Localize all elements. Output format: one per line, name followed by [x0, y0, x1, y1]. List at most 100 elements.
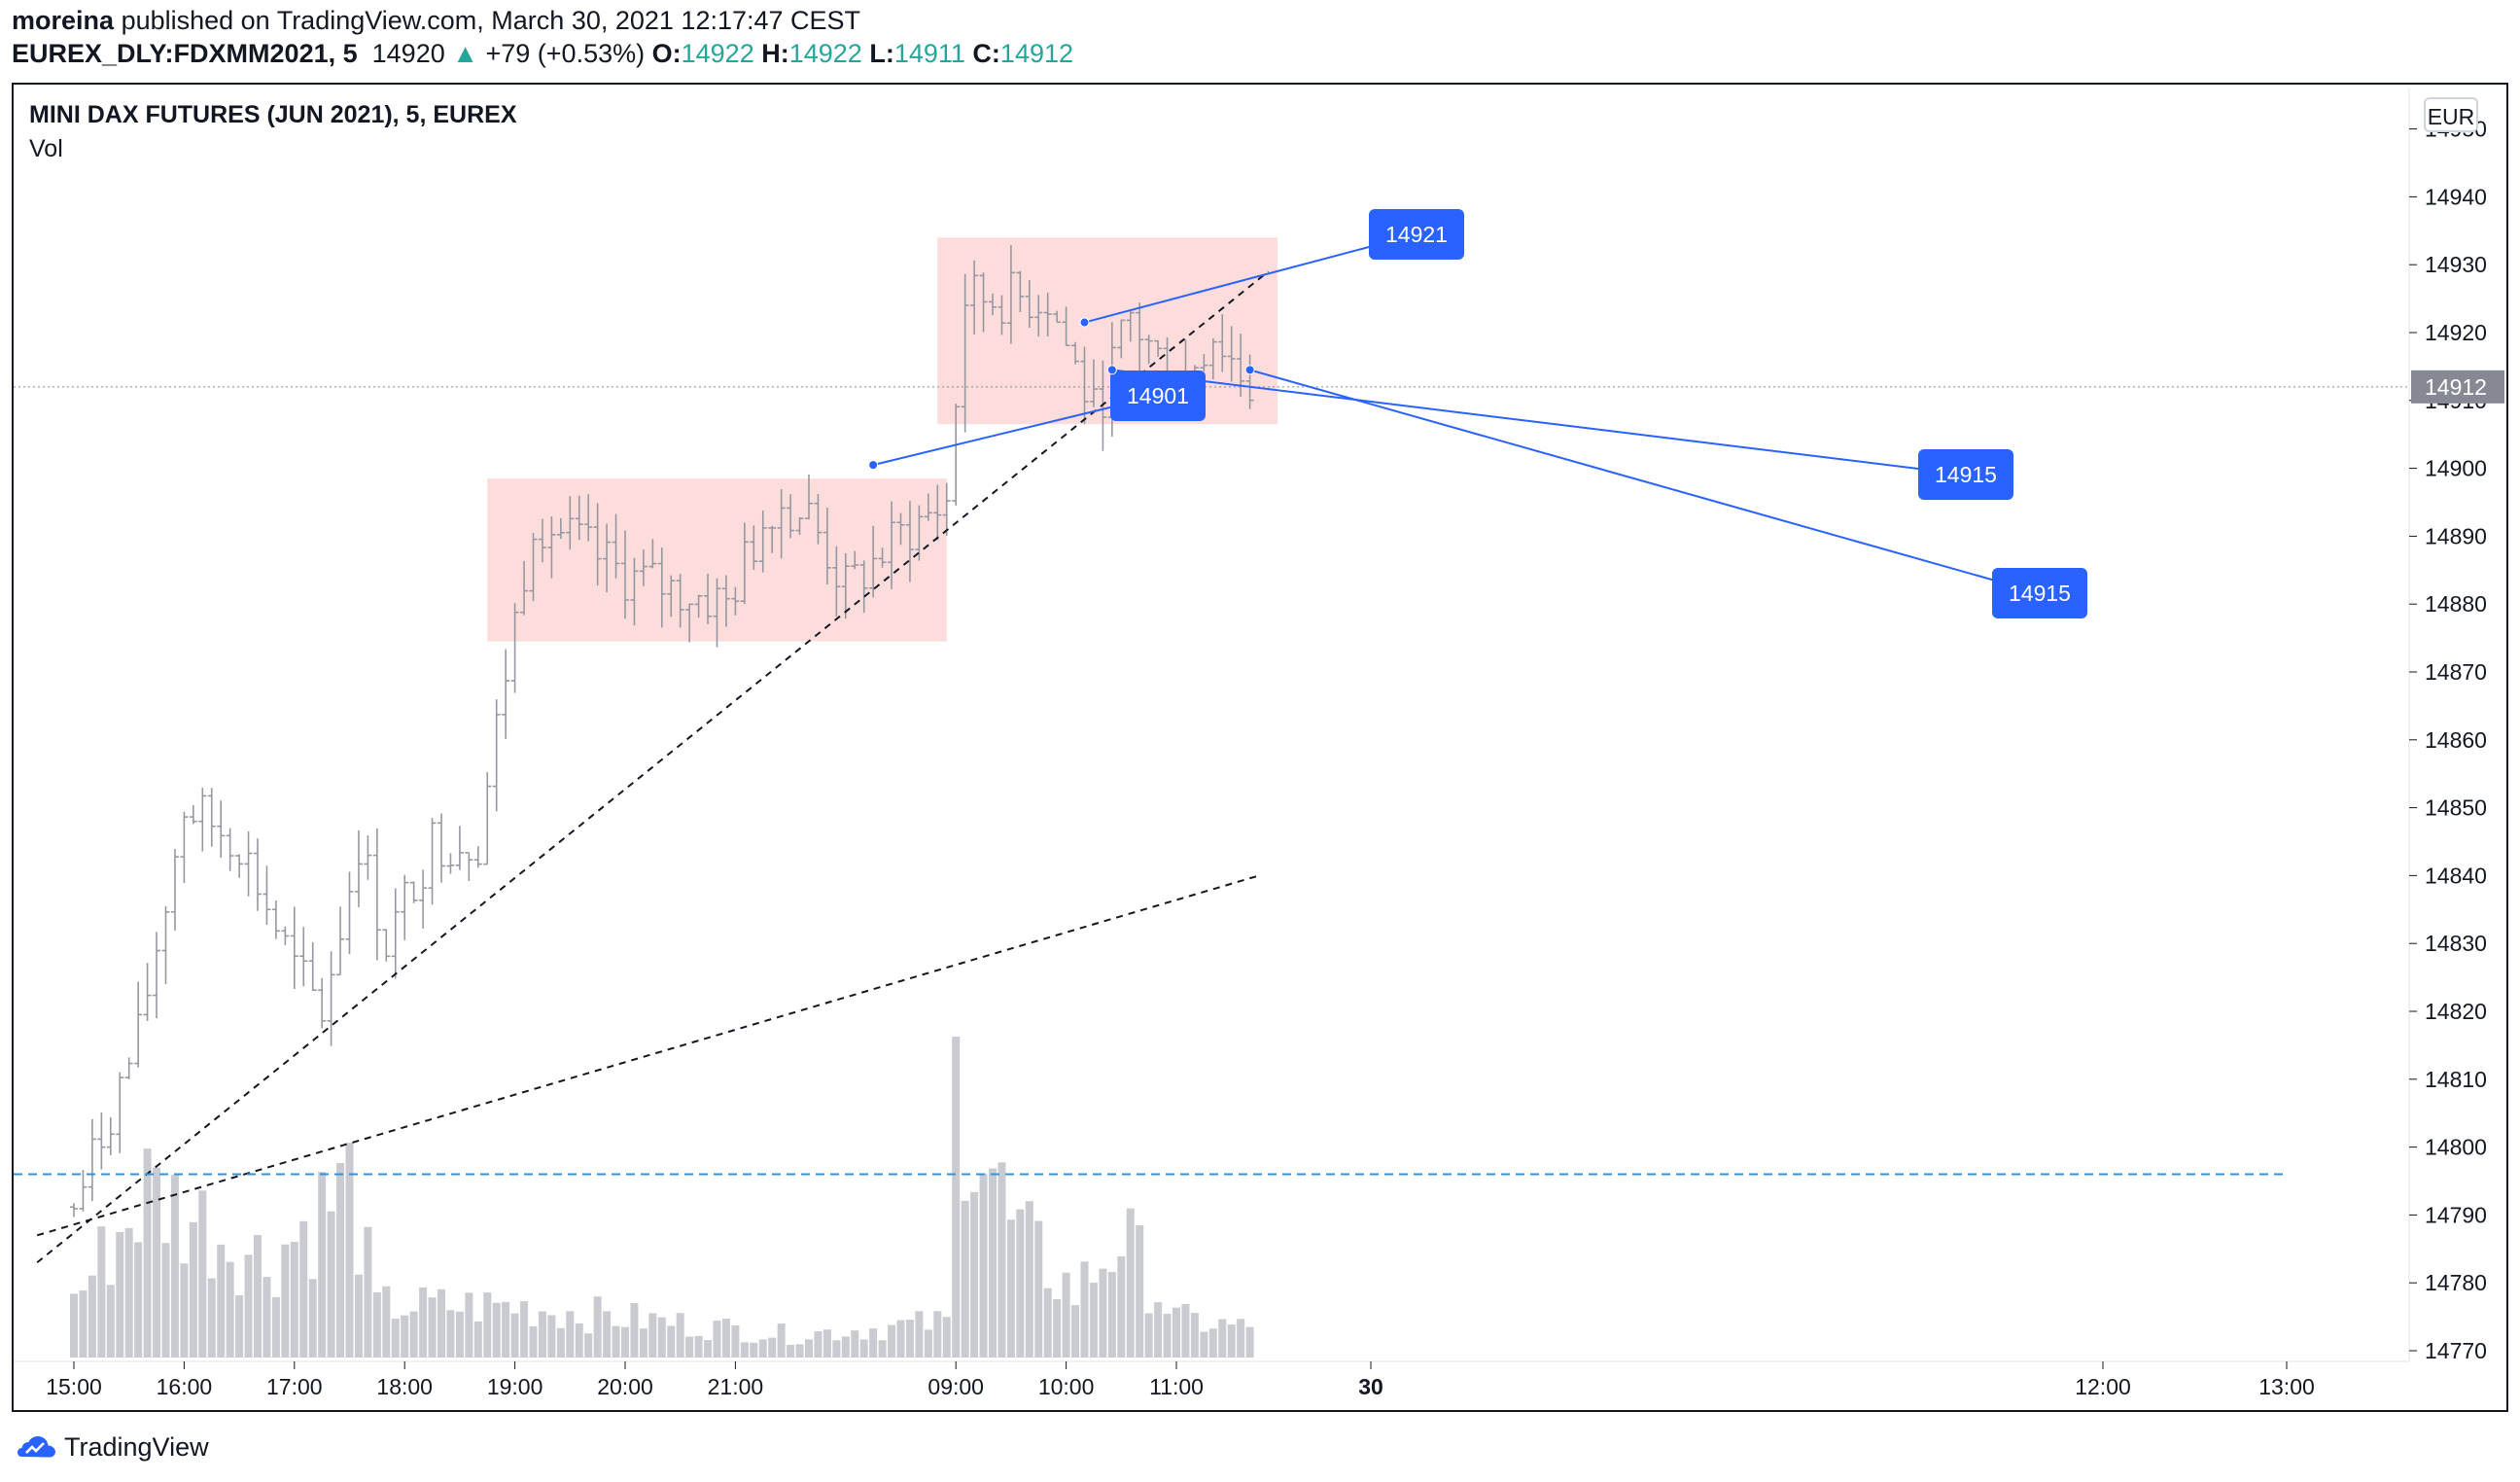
volume-bar — [952, 1037, 961, 1358]
volume-bar — [1227, 1324, 1236, 1358]
volume-bar — [657, 1317, 666, 1358]
price-tick-label: 14890 — [2425, 523, 2487, 548]
volume-bar — [989, 1168, 997, 1358]
volume-bar — [170, 1175, 179, 1358]
price-tick-label: 14860 — [2425, 727, 2487, 753]
volume-bar — [888, 1324, 896, 1358]
callout-anchor-point — [1079, 317, 1090, 328]
volume-bar — [1172, 1307, 1180, 1358]
volume-bar — [1107, 1272, 1116, 1358]
symbol-header: EUREX_DLY:FDXMM2021, 5 14920 ▲ +79 (+0.5… — [12, 39, 1073, 69]
volume-bar — [299, 1220, 308, 1358]
volume-bar — [124, 1227, 133, 1358]
price-tick-label: 14770 — [2425, 1338, 2487, 1363]
time-tick-label: 19:00 — [487, 1374, 543, 1399]
published-text: published on TradingView.com, March 30, … — [121, 6, 861, 35]
volume-bar — [777, 1323, 786, 1358]
price-tick-label: 14870 — [2425, 659, 2487, 685]
volume-bar — [538, 1311, 546, 1358]
volume-bar — [428, 1297, 437, 1358]
open-label: O: — [651, 39, 682, 68]
volume-bar — [787, 1345, 795, 1358]
volume-bar — [832, 1340, 841, 1358]
footer: TradingView — [18, 1429, 209, 1464]
volume-bar — [438, 1288, 445, 1358]
volume-bar — [721, 1319, 730, 1358]
price-tick-label: 14810 — [2425, 1067, 2487, 1092]
author-name: moreina — [12, 6, 115, 35]
volume-bar — [750, 1342, 758, 1358]
volume-bar — [556, 1327, 565, 1358]
current-price-tag — [2411, 370, 2504, 404]
volume-bar — [153, 1167, 161, 1358]
volume-bar — [740, 1342, 749, 1358]
volume-bar — [401, 1315, 409, 1358]
callout-label: 14915 — [1935, 462, 1997, 487]
volume-bar — [473, 1321, 482, 1358]
volume-bar — [621, 1326, 629, 1358]
volume-bar — [1053, 1298, 1062, 1358]
volume-bar — [235, 1295, 244, 1358]
close-label: C: — [972, 39, 1000, 68]
volume-bar — [1080, 1261, 1089, 1358]
volume-bar — [1136, 1224, 1144, 1358]
volume-bar — [290, 1242, 298, 1358]
change-value: +79 (+0.53%) — [485, 39, 646, 68]
volume-bar — [630, 1302, 639, 1358]
volume-bar — [1181, 1303, 1190, 1358]
volume-bar — [584, 1333, 593, 1358]
callout-box — [1369, 209, 1464, 260]
volume-bar — [851, 1330, 859, 1358]
change-arrow-icon: ▲ — [452, 39, 478, 68]
volume-bar — [933, 1311, 942, 1358]
trendline-2 — [36, 874, 1260, 1237]
volume-bar — [281, 1244, 290, 1358]
volume-bar — [97, 1226, 106, 1358]
volume-bar — [648, 1313, 657, 1358]
time-tick-label: 17:00 — [266, 1374, 323, 1399]
volume-bar — [841, 1336, 850, 1358]
tradingview-logo-icon[interactable] — [18, 1433, 56, 1461]
volume-bar — [244, 1254, 253, 1358]
current-price-label: 14912 — [2425, 374, 2487, 400]
volume-bar — [998, 1162, 1006, 1358]
price-tick-label: 14800 — [2425, 1135, 2487, 1160]
volume-bar — [520, 1301, 529, 1358]
close-value: 14912 — [999, 39, 1074, 68]
volume-bar — [226, 1261, 234, 1358]
volume-bar — [372, 1292, 381, 1358]
time-tick-label: 18:00 — [376, 1374, 433, 1399]
low-value: 14911 — [893, 39, 965, 68]
volume-bar — [354, 1274, 363, 1358]
open-value: 14922 — [681, 39, 754, 68]
price-tick-label: 14830 — [2425, 931, 2487, 956]
volume-bar — [612, 1325, 620, 1358]
volume-bar — [575, 1323, 583, 1358]
callout-label: 14915 — [2009, 581, 2071, 606]
volume-bar — [327, 1211, 335, 1358]
publish-header: moreina published on TradingView.com, Ma… — [12, 6, 860, 36]
volume-bar — [566, 1311, 575, 1358]
volume-bar — [1144, 1313, 1153, 1358]
tradingview-brand[interactable]: TradingView — [64, 1431, 209, 1462]
volume-bar — [1062, 1272, 1070, 1358]
volume-bar — [207, 1278, 216, 1358]
trendline-1 — [36, 270, 1270, 1264]
volume-bar — [1043, 1288, 1052, 1358]
price-tick-label: 14920 — [2425, 320, 2487, 345]
volume-bar — [1190, 1313, 1199, 1358]
volume-bar — [758, 1339, 767, 1358]
time-tick-label: 30 — [1358, 1374, 1383, 1399]
volume-bar — [455, 1311, 464, 1358]
volume-bar — [382, 1286, 391, 1358]
volume-bar — [106, 1285, 115, 1358]
volume-bar — [593, 1296, 602, 1358]
volume-bar — [254, 1235, 262, 1358]
time-tick-label: 13:00 — [2258, 1374, 2315, 1399]
volume-bar — [1025, 1201, 1033, 1358]
currency-button[interactable]: EUR — [2424, 97, 2478, 132]
volume-bar — [1237, 1319, 1245, 1358]
volume-bar — [795, 1344, 804, 1358]
volume-bar — [915, 1311, 924, 1358]
